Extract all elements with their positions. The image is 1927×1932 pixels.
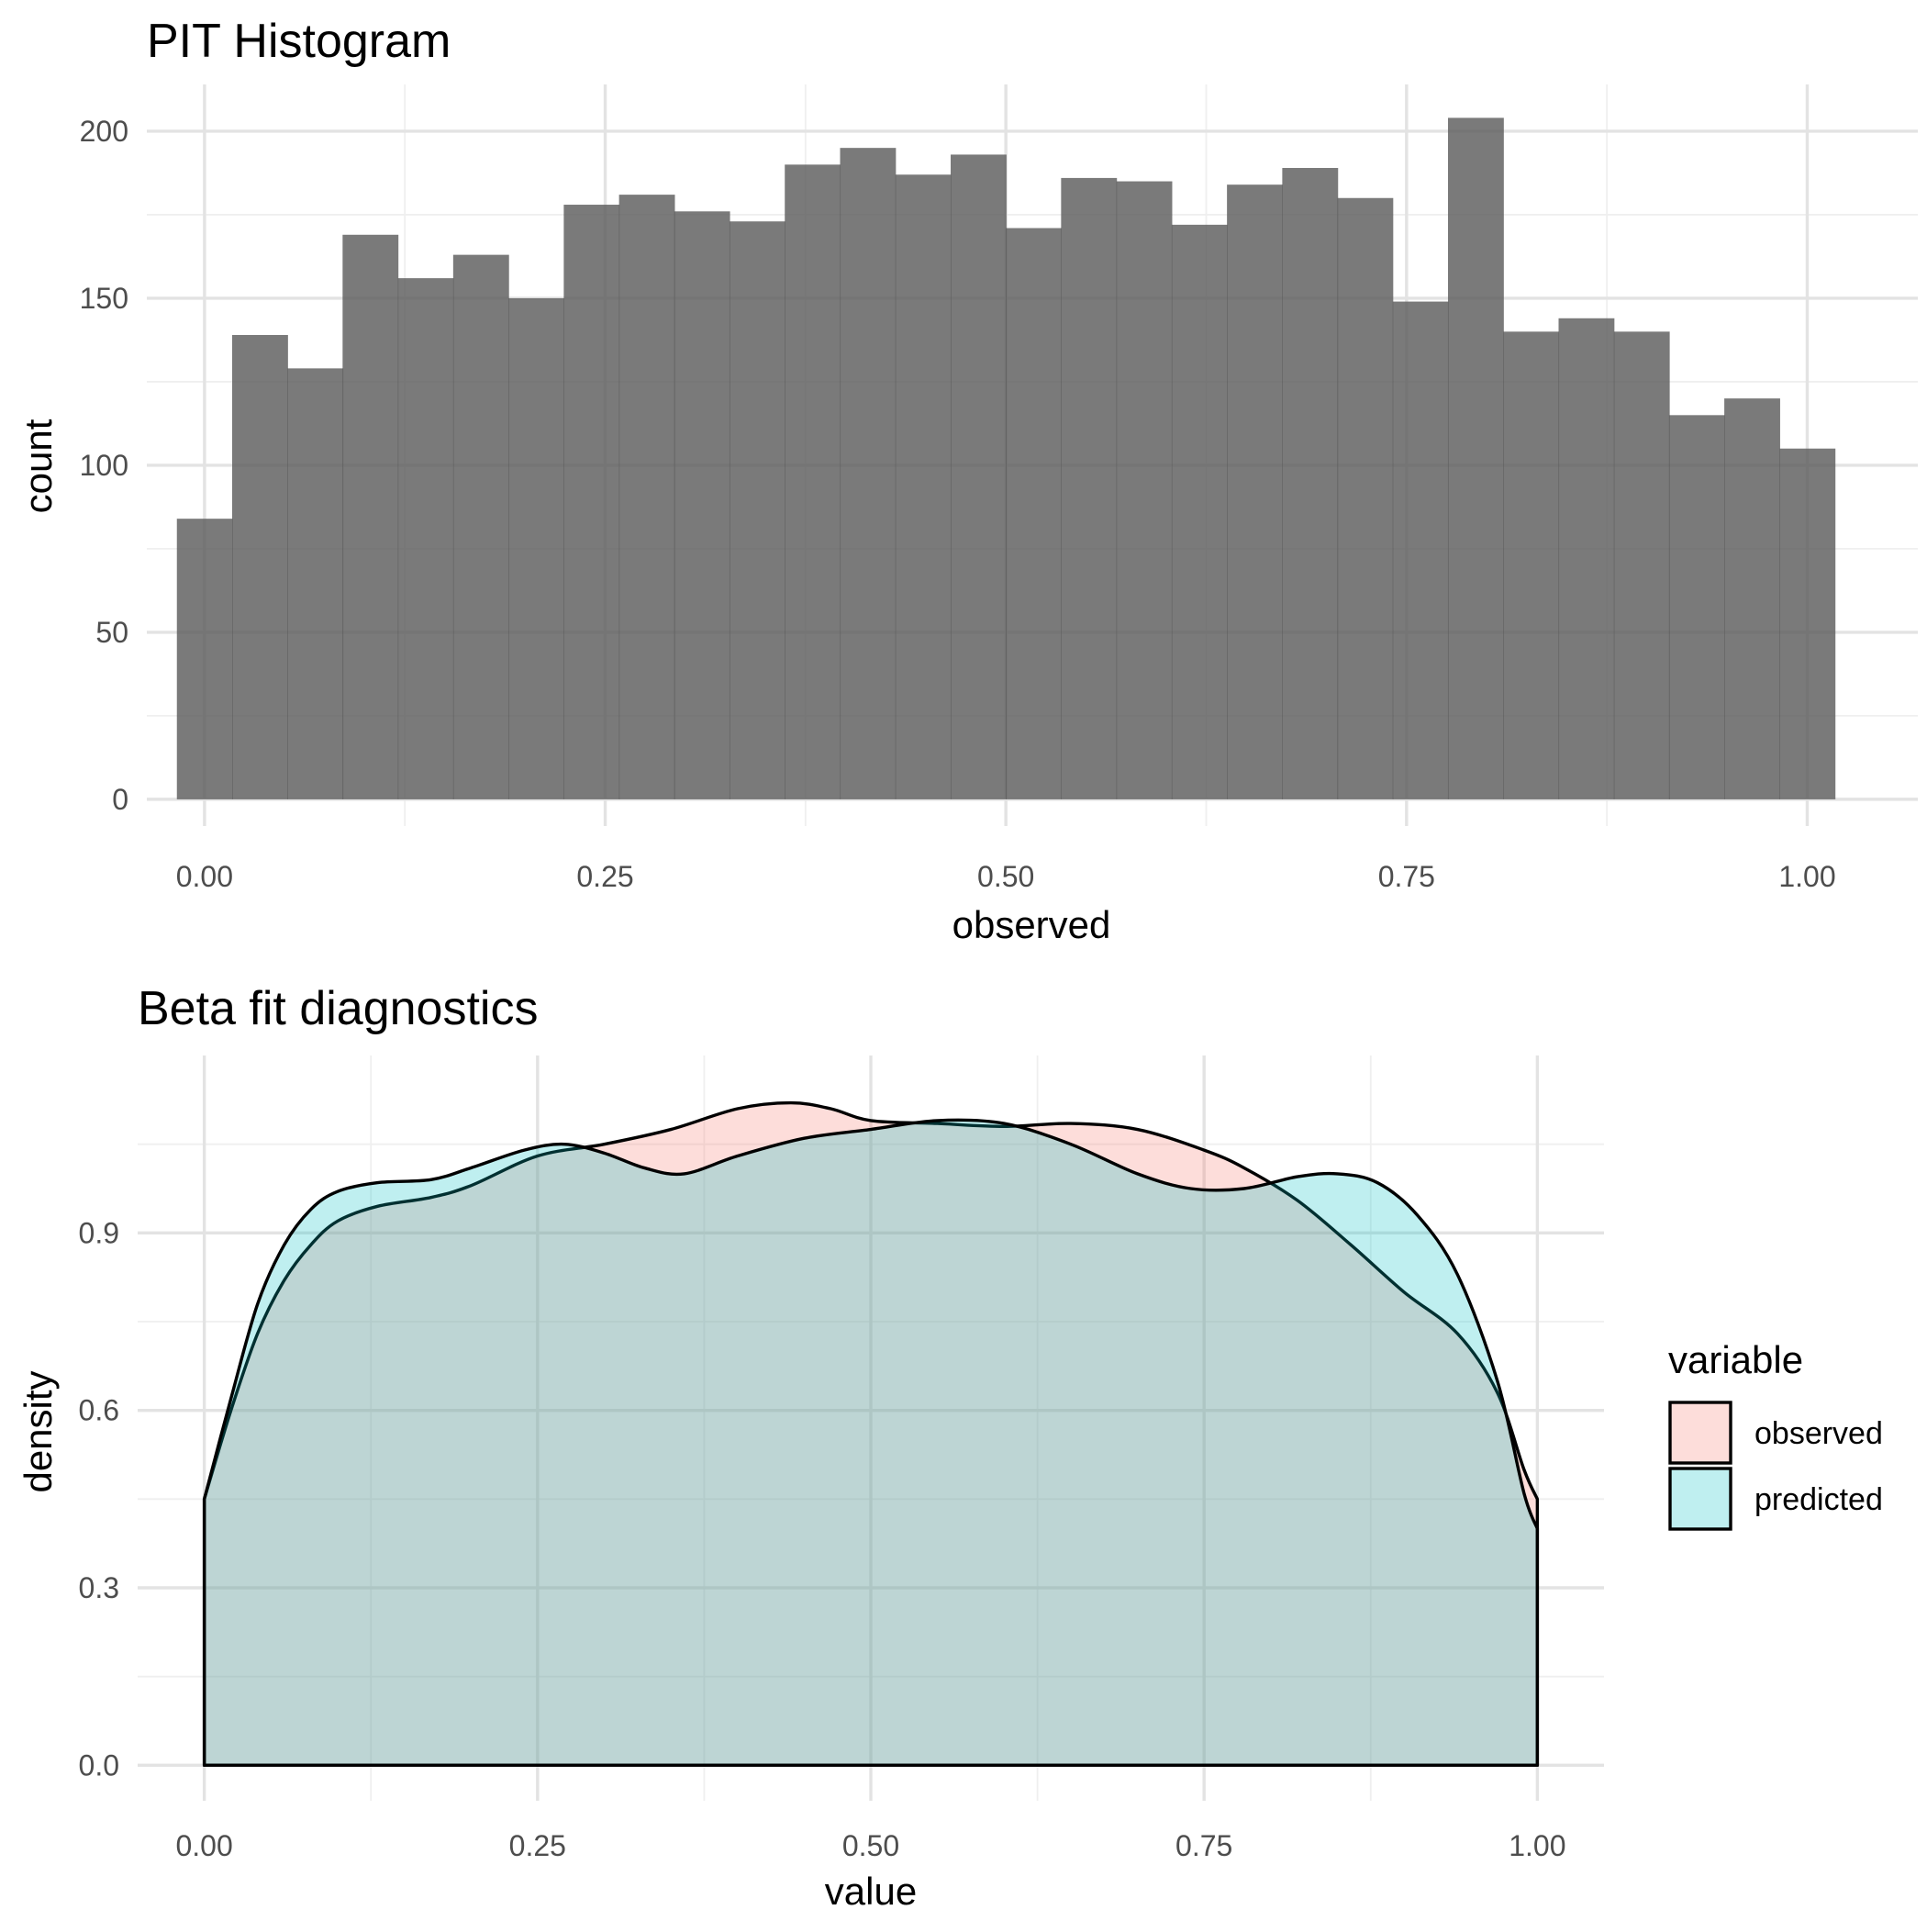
y-tick-label: 0.3 bbox=[79, 1571, 119, 1604]
histogram-x-axis-title: observed bbox=[952, 903, 1111, 946]
y-tick-label: 0 bbox=[112, 783, 128, 816]
x-tick-label: 0.75 bbox=[1378, 860, 1435, 893]
histogram-bar bbox=[232, 334, 288, 799]
histogram-bars bbox=[176, 117, 1836, 799]
histogram-bar bbox=[1171, 224, 1228, 799]
histogram-bar bbox=[1337, 197, 1394, 799]
histogram-bar bbox=[1779, 448, 1836, 799]
histogram-y-axis-title: count bbox=[17, 419, 60, 513]
x-tick-label: 0.25 bbox=[509, 1829, 566, 1862]
histogram-bar bbox=[1227, 184, 1283, 799]
histogram-bar bbox=[1613, 331, 1670, 799]
x-tick-label: 0.50 bbox=[977, 860, 1034, 893]
legend-title: variable bbox=[1668, 1338, 1803, 1381]
x-tick-label: 1.00 bbox=[1778, 860, 1835, 893]
histogram-x-ticks: 0.00 0.25 0.50 0.75 1.00 bbox=[176, 860, 1836, 893]
y-tick-label: 0.0 bbox=[79, 1748, 119, 1781]
y-tick-label: 100 bbox=[80, 449, 128, 482]
histogram-bar bbox=[785, 164, 841, 799]
histogram-bar bbox=[287, 368, 344, 799]
legend-label-observed: observed bbox=[1754, 1416, 1883, 1451]
histogram-bar bbox=[1116, 181, 1173, 799]
histogram-bar bbox=[176, 519, 233, 799]
density-panel: Beta fit diagnostics 0.00 0.25 0.50 0.75 1.0… bbox=[17, 982, 1883, 1913]
histogram-bar bbox=[1668, 415, 1725, 799]
histogram-bar bbox=[895, 174, 952, 799]
density-title: Beta fit diagnostics bbox=[138, 982, 538, 1035]
density-x-axis-title: value bbox=[825, 1870, 917, 1913]
histogram-bar bbox=[1006, 228, 1062, 799]
histogram-y-ticks: 0 50 100 150 200 bbox=[80, 115, 128, 816]
x-tick-label: 1.00 bbox=[1509, 1829, 1565, 1862]
x-tick-label: 0.00 bbox=[176, 860, 233, 893]
histogram-panel: PIT Histogram 0.00 0.25 0.50 0.75 1.00 0 50 10… bbox=[17, 15, 1918, 946]
histogram-title: PIT Histogram bbox=[147, 15, 451, 68]
histogram-bar bbox=[840, 148, 897, 799]
histogram-bar bbox=[397, 278, 454, 799]
y-tick-label: 50 bbox=[95, 616, 128, 649]
y-tick-label: 0.9 bbox=[79, 1216, 119, 1249]
histogram-bar bbox=[729, 221, 785, 799]
density-legend: variable observed predicted bbox=[1668, 1338, 1883, 1531]
density-y-ticks: 0.0 0.3 0.6 0.9 bbox=[79, 1216, 119, 1781]
y-tick-label: 150 bbox=[80, 282, 128, 315]
x-tick-label: 0.50 bbox=[842, 1829, 899, 1862]
density-y-axis-title: density bbox=[17, 1370, 60, 1492]
histogram-bar bbox=[508, 297, 564, 799]
density-areas bbox=[202, 1100, 1540, 1768]
histogram-bar bbox=[1392, 301, 1449, 799]
histogram-bar bbox=[1558, 318, 1615, 799]
histogram-bar bbox=[1724, 398, 1780, 799]
legend-label-predicted: predicted bbox=[1754, 1482, 1883, 1517]
histogram-bar bbox=[618, 195, 675, 799]
histogram-bar bbox=[674, 211, 730, 799]
histogram-bar bbox=[342, 234, 399, 799]
histogram-bar bbox=[452, 254, 509, 799]
y-tick-label: 0.6 bbox=[79, 1394, 119, 1427]
density-x-ticks: 0.00 0.25 0.50 0.75 1.00 bbox=[175, 1829, 1565, 1862]
y-tick-label: 200 bbox=[80, 115, 128, 148]
legend-key-observed bbox=[1668, 1401, 1732, 1465]
histogram-bar bbox=[951, 154, 1007, 799]
histogram-bar bbox=[1061, 177, 1118, 799]
density-area-observed bbox=[202, 1100, 1540, 1768]
histogram-bar bbox=[1447, 117, 1504, 799]
histogram-bar bbox=[1282, 167, 1339, 799]
density-grid bbox=[138, 1055, 1604, 1801]
density-area-predicted bbox=[202, 1118, 1540, 1768]
histogram-bar bbox=[563, 205, 620, 799]
legend-key-predicted bbox=[1668, 1467, 1732, 1531]
histogram-bar bbox=[1503, 331, 1560, 799]
x-tick-label: 0.00 bbox=[175, 1829, 232, 1862]
x-tick-label: 0.75 bbox=[1175, 1829, 1232, 1862]
x-tick-label: 0.25 bbox=[576, 860, 633, 893]
